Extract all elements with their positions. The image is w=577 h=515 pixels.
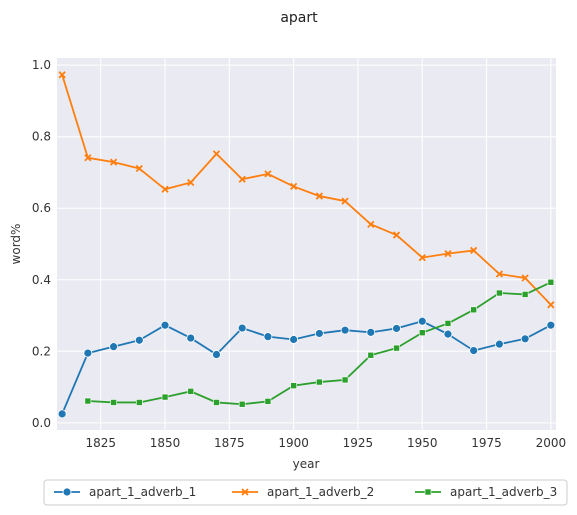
legend-frame <box>43 479 568 506</box>
x-tick-label: 1975 <box>471 436 502 450</box>
x-tick-label: 1925 <box>343 436 374 450</box>
axis-ticks: 1825 1850 1875 1900 1925 1950 1975 2000 0.0 0.2 0.… <box>32 58 566 450</box>
legend-item: apart_1_adverb_2 <box>232 485 374 499</box>
data-point <box>367 220 375 228</box>
x-tick-label: 1850 <box>150 436 181 450</box>
data-point <box>289 335 299 344</box>
data-point <box>213 399 220 406</box>
data-point <box>57 409 67 419</box>
legend-marker <box>241 488 249 496</box>
y-axis-label: word% <box>9 224 23 265</box>
data-point <box>212 150 221 158</box>
data-point <box>290 382 297 389</box>
data-point <box>521 274 529 282</box>
data-point <box>212 350 221 359</box>
legend-label: apart_1_adverb_3 <box>450 485 557 499</box>
data-point <box>238 175 246 183</box>
legend-marker <box>424 488 432 496</box>
legend-marker <box>62 487 72 497</box>
data-point <box>546 320 556 330</box>
data-point <box>418 329 426 337</box>
data-point <box>469 346 479 355</box>
data-point <box>314 329 324 338</box>
data-point <box>238 400 246 408</box>
data-point <box>418 253 426 262</box>
data-point <box>520 334 530 344</box>
data-point <box>417 316 427 326</box>
data-point <box>237 323 247 333</box>
data-point <box>443 329 453 339</box>
y-tick-label: 0.6 <box>32 201 51 215</box>
data-point <box>84 154 92 162</box>
data-point <box>135 164 143 173</box>
data-point <box>316 378 323 386</box>
series-line <box>61 320 552 415</box>
data-point <box>161 185 169 193</box>
data-point <box>134 335 144 345</box>
x-axis-label: year <box>293 457 320 471</box>
data-point <box>341 197 349 205</box>
y-tick-label: 0.4 <box>32 273 51 287</box>
x-tick-label: 1825 <box>85 436 116 450</box>
x-tick-label: 1875 <box>214 436 245 450</box>
grid-lines <box>57 58 556 430</box>
data-point <box>186 333 196 343</box>
data-point <box>393 344 400 352</box>
data-point <box>160 320 170 330</box>
data-point <box>341 376 349 384</box>
data-point <box>264 170 272 178</box>
data-point <box>290 182 298 191</box>
data-point <box>496 289 503 297</box>
y-tick-label: 1.0 <box>32 58 51 72</box>
x-tick-label: 1900 <box>278 436 309 450</box>
data-point <box>470 246 478 255</box>
legend: apart_1_adverb_1 apart_1_adverb_2 apart_1_… <box>43 479 568 506</box>
x-tick-label: 2000 <box>536 436 567 450</box>
data-point <box>161 393 169 401</box>
data-point <box>366 327 376 337</box>
data-point <box>58 71 66 79</box>
series-apart_1_adverb_3 <box>84 278 555 408</box>
legend-label: apart_1_adverb_2 <box>267 485 374 499</box>
data-point <box>187 178 195 187</box>
data-point <box>315 192 323 200</box>
data-point <box>444 250 452 258</box>
data-point <box>495 270 504 278</box>
data-point <box>547 301 555 309</box>
series-line <box>61 74 552 306</box>
data-point <box>263 332 273 342</box>
data-point <box>547 278 555 286</box>
series-apart_1_adverb_2 <box>58 71 555 309</box>
y-tick-label: 0.8 <box>32 130 51 144</box>
data-point <box>495 339 504 349</box>
data-point <box>109 158 118 166</box>
series-apart_1_adverb_1 <box>57 316 556 419</box>
series-layer <box>57 71 556 419</box>
data-point <box>264 398 272 405</box>
plot-background <box>57 58 556 430</box>
data-point <box>392 231 401 239</box>
legend-label: apart_1_adverb_1 <box>89 485 196 499</box>
data-point <box>187 388 195 395</box>
data-point <box>367 351 375 359</box>
data-point <box>83 348 93 358</box>
data-point <box>470 306 477 314</box>
chart-title: apart <box>280 10 318 26</box>
legend-item: apart_1_adverb_3 <box>415 485 557 499</box>
data-point <box>392 324 401 333</box>
y-tick-label: 0.0 <box>32 416 51 430</box>
data-point <box>136 399 143 406</box>
data-point <box>340 325 350 335</box>
data-point <box>521 291 529 298</box>
data-point <box>109 342 118 352</box>
data-point <box>84 397 92 405</box>
x-tick-label: 1950 <box>407 436 438 450</box>
data-point <box>444 320 452 327</box>
data-point <box>110 399 117 406</box>
y-tick-label: 0.2 <box>32 344 51 358</box>
legend-item: apart_1_adverb_1 <box>54 485 196 499</box>
